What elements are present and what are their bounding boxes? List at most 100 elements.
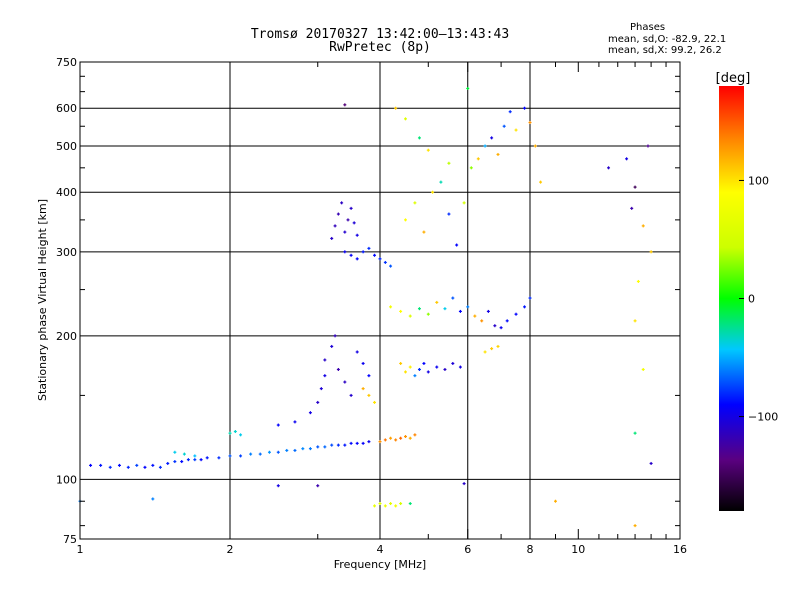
x-tick-label: 1 (77, 543, 84, 556)
y-tick-label: 400 (56, 186, 77, 199)
data-point (649, 461, 653, 465)
data-point (349, 441, 353, 445)
data-point (499, 326, 503, 330)
y-axis-ticks: 75 100 200 300 400 500 600 750 (56, 56, 680, 546)
data-point (355, 257, 359, 261)
data-point (308, 411, 312, 415)
data-point (361, 441, 365, 445)
data-point (355, 441, 359, 445)
data-point (336, 212, 340, 216)
data-point (633, 185, 637, 189)
data-point (173, 450, 177, 454)
data-point (117, 463, 121, 467)
data-point (394, 438, 398, 442)
data-point (633, 524, 637, 528)
data-point (514, 128, 518, 132)
data-point (228, 431, 232, 435)
data-point (403, 117, 407, 121)
data-point (447, 161, 451, 165)
data-point (378, 440, 382, 444)
data-points (78, 86, 653, 528)
data-point (466, 86, 470, 90)
data-point (333, 334, 337, 338)
data-point (330, 236, 334, 240)
data-point (426, 312, 430, 316)
data-point (502, 124, 506, 128)
data-point (330, 443, 334, 447)
data-point (126, 465, 130, 469)
data-point (383, 438, 387, 442)
data-point (199, 458, 203, 462)
data-point (473, 314, 477, 318)
x-tick-label: 2 (227, 543, 234, 556)
data-point (469, 166, 473, 170)
data-point (143, 465, 147, 469)
data-point (408, 314, 412, 318)
data-point (343, 103, 347, 107)
data-point (151, 463, 155, 467)
data-point (496, 152, 500, 156)
data-point (641, 224, 645, 228)
data-point (451, 296, 455, 300)
data-point (413, 201, 417, 205)
stats-line-x: mean, sd,X: 99.2, 26.2 (608, 45, 722, 56)
y-tick-label: 100 (56, 473, 77, 486)
stats-line-o: mean, sd,O: -82.9, 22.1 (608, 34, 727, 45)
data-point (228, 454, 232, 458)
data-point (135, 463, 139, 467)
data-point (528, 296, 532, 300)
data-point (276, 484, 280, 488)
data-point (403, 218, 407, 222)
data-point (166, 461, 170, 465)
y-tick-label: 600 (56, 102, 77, 115)
data-point (528, 121, 532, 125)
data-point (462, 201, 466, 205)
data-point (193, 454, 197, 458)
data-point (422, 361, 426, 365)
data-point (394, 106, 398, 110)
data-point (443, 367, 447, 371)
data-point (422, 230, 426, 234)
data-point (633, 319, 637, 323)
data-point (413, 433, 417, 437)
data-point (389, 264, 393, 268)
data-point (343, 230, 347, 234)
y-tick-label: 500 (56, 140, 77, 153)
data-point (217, 456, 221, 460)
data-point (186, 458, 190, 462)
data-point (451, 361, 455, 365)
data-point (301, 447, 305, 451)
data-point (323, 358, 327, 362)
data-point (361, 387, 365, 391)
data-point (399, 361, 403, 365)
data-point (483, 144, 487, 148)
data-point (426, 148, 430, 152)
data-point (539, 180, 543, 184)
data-point (417, 367, 421, 371)
data-point (205, 456, 209, 460)
data-point (443, 307, 447, 311)
data-point (336, 443, 340, 447)
y-tick-label: 200 (56, 330, 77, 343)
data-point (316, 484, 320, 488)
data-point (399, 436, 403, 440)
data-point (373, 504, 377, 508)
data-point (630, 206, 634, 210)
data-point (505, 319, 509, 323)
data-point (285, 448, 289, 452)
data-point (346, 218, 350, 222)
data-point (173, 460, 177, 464)
data-point (361, 361, 365, 365)
data-point (435, 300, 439, 304)
data-point (483, 350, 487, 354)
data-point (389, 502, 393, 506)
data-point (646, 144, 650, 148)
data-point (336, 367, 340, 371)
data-point (367, 246, 371, 250)
data-point (340, 201, 344, 205)
data-point (293, 448, 297, 452)
data-point (458, 309, 462, 313)
data-point (625, 157, 629, 161)
data-point (355, 233, 359, 237)
data-point (439, 180, 443, 184)
